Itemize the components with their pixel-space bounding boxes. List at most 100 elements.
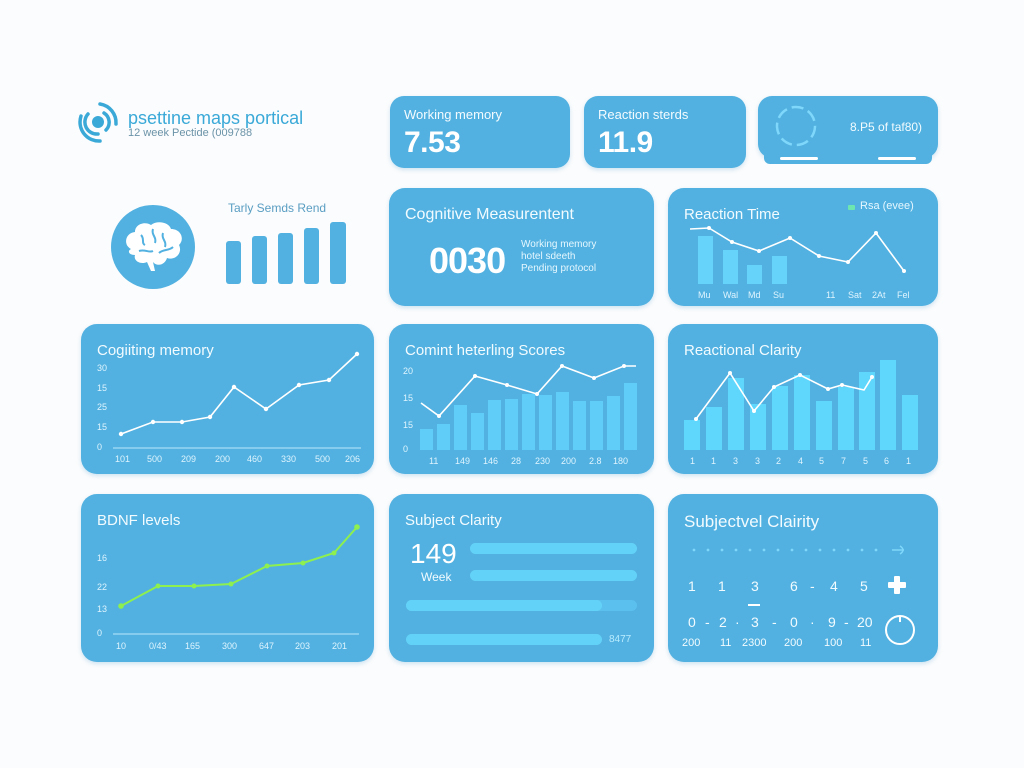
progress-label: 8.P5 of taf80) bbox=[850, 120, 923, 134]
svg-text:165: 165 bbox=[185, 641, 200, 651]
svg-text:16: 16 bbox=[97, 553, 107, 563]
stat-card-reaction[interactable]: Reaction sterds 11.9 bbox=[584, 96, 746, 168]
stat-value: 7.53 bbox=[404, 126, 461, 159]
svg-text:0/43: 0/43 bbox=[149, 641, 167, 651]
x-tick: 2At bbox=[872, 290, 886, 300]
x-tick: Su bbox=[773, 290, 784, 300]
circular-progress-icon bbox=[775, 105, 817, 147]
x-tick: Wal bbox=[723, 290, 738, 300]
svg-text:1: 1 bbox=[711, 456, 716, 466]
comint-scores-card[interactable]: Comint heterling Scores 20 15 15 0 11 bbox=[389, 324, 654, 474]
stat-card-working-memory[interactable]: Working memory 7.53 bbox=[390, 96, 570, 168]
bdnf-chart: 16 22 13 0 10 0/43 165 300 647 203 201 bbox=[97, 524, 360, 651]
svg-text:206: 206 bbox=[345, 454, 360, 464]
card-title: Reactional Clarity bbox=[684, 342, 802, 359]
brand-header: psettine maps portical 12 week Pectide (… bbox=[78, 98, 378, 148]
svg-text:30: 30 bbox=[97, 363, 107, 373]
app-subtitle: 12 week Pectide (009788 bbox=[128, 127, 253, 139]
svg-text:460: 460 bbox=[247, 454, 262, 464]
measurement-line: hotel sdeeth bbox=[521, 251, 576, 262]
plus-icon[interactable] bbox=[888, 576, 906, 594]
reactional-clarity-chart: 1 1 3 3 2 4 5 7 5 6 1 bbox=[684, 360, 918, 466]
svg-text:22: 22 bbox=[97, 582, 107, 592]
svg-text:180: 180 bbox=[613, 456, 628, 466]
trend-bar bbox=[278, 233, 293, 284]
svg-text:3: 3 bbox=[755, 456, 760, 466]
svg-text:146: 146 bbox=[483, 456, 498, 466]
progress-bar bbox=[470, 543, 637, 554]
progress-bar bbox=[406, 600, 602, 611]
bdnf-levels-card[interactable]: BDNF levels 16 22 13 0 10 0/43 165 300 6… bbox=[81, 494, 374, 662]
svg-text:0: 0 bbox=[97, 442, 102, 452]
brain-icon bbox=[126, 222, 182, 271]
card-base bbox=[764, 154, 932, 164]
card-title: BDNF levels bbox=[97, 512, 181, 529]
stat-value: 11.9 bbox=[598, 126, 653, 159]
subject-clarity-card[interactable]: Subject Clarity 149 Week 8477 bbox=[389, 494, 654, 662]
base-line-left bbox=[780, 157, 818, 160]
svg-text:6: 6 bbox=[884, 456, 889, 466]
dial-icon[interactable] bbox=[668, 494, 938, 662]
clarity-footer-value: 8477 bbox=[609, 634, 632, 645]
svg-text:15: 15 bbox=[403, 420, 413, 430]
svg-text:2: 2 bbox=[776, 456, 781, 466]
svg-text:149: 149 bbox=[455, 456, 470, 466]
svg-text:1: 1 bbox=[906, 456, 911, 466]
svg-text:25: 25 bbox=[97, 402, 107, 412]
svg-text:0: 0 bbox=[97, 628, 102, 638]
svg-text:28: 28 bbox=[511, 456, 521, 466]
svg-text:500: 500 bbox=[315, 454, 330, 464]
x-tick: Mu bbox=[698, 290, 711, 300]
card-title: Reaction Time bbox=[684, 206, 780, 223]
card-title: Subjectvel Clairity bbox=[684, 512, 820, 531]
subjective-clarity-card[interactable]: Subjectvel Clairity 1 1 3 6 - 4 5 0 - 2 … bbox=[668, 494, 938, 662]
svg-text:200: 200 bbox=[561, 456, 576, 466]
stat-label: Reaction sterds bbox=[598, 107, 689, 122]
cogiiting-memory-card[interactable]: Cogiiting memory 30 15 25 15 0 101 500 2… bbox=[81, 324, 374, 474]
svg-text:7: 7 bbox=[841, 456, 846, 466]
svg-text:300: 300 bbox=[222, 641, 237, 651]
trend-bar bbox=[304, 228, 319, 284]
selected-underline bbox=[748, 604, 760, 606]
svg-text:209: 209 bbox=[181, 454, 196, 464]
x-tick: Fel bbox=[897, 290, 910, 300]
svg-text:330: 330 bbox=[281, 454, 296, 464]
brain-badge bbox=[111, 205, 195, 289]
measurement-value: 0030 bbox=[429, 240, 506, 281]
svg-text:10: 10 bbox=[116, 641, 126, 651]
svg-text:0: 0 bbox=[403, 444, 408, 454]
card-title: Cognitive Measurentent bbox=[405, 206, 574, 223]
svg-text:13: 13 bbox=[97, 604, 107, 614]
arrow-right-icon[interactable] bbox=[668, 494, 938, 662]
svg-text:200: 200 bbox=[215, 454, 230, 464]
svg-text:20: 20 bbox=[403, 366, 413, 376]
reaction-time-card[interactable]: Reaction Time Rsa (evee) Mu Wal Md Su 11… bbox=[668, 188, 938, 306]
clarity-unit: Week bbox=[421, 570, 452, 584]
dotted-timeline bbox=[692, 548, 878, 552]
x-tick: 11 bbox=[826, 290, 835, 300]
legend-swatch bbox=[848, 205, 855, 210]
svg-text:15: 15 bbox=[97, 422, 107, 432]
progress-bar bbox=[470, 570, 637, 581]
svg-text:3: 3 bbox=[733, 456, 738, 466]
trend-title: Tarly Semds Rend bbox=[228, 201, 327, 215]
svg-text:2.8: 2.8 bbox=[589, 456, 602, 466]
cognitive-measurement-card[interactable]: Cognitive Measurentent 0030 Working memo… bbox=[389, 188, 654, 306]
svg-text:647: 647 bbox=[259, 641, 274, 651]
reactional-clarity-card[interactable]: Reactional Clarity 1 1 3 3 2 4 5 7 5 bbox=[668, 324, 938, 474]
cogiiting-memory-chart: 30 15 25 15 0 101 500 209 200 460 330 50… bbox=[97, 351, 361, 464]
measurement-line: Working memory bbox=[521, 239, 597, 250]
clarity-value: 149 bbox=[410, 538, 457, 569]
measurement-line: Pending protocol bbox=[521, 263, 597, 274]
stat-label: Working memory bbox=[404, 107, 503, 122]
progress-bar bbox=[406, 634, 602, 645]
svg-text:101: 101 bbox=[115, 454, 130, 464]
legend-label: Rsa (evee) bbox=[860, 200, 914, 212]
stat-card-progress[interactable]: 8.P5 of taf80) bbox=[758, 96, 938, 164]
svg-text:5: 5 bbox=[863, 456, 868, 466]
x-tick: Sat bbox=[848, 290, 862, 300]
base-line-right bbox=[878, 157, 916, 160]
card-title: Subject Clarity bbox=[405, 512, 502, 529]
trend-bar bbox=[226, 241, 241, 284]
reaction-time-chart: Mu Wal Md Su 11 Sat 2At Fel bbox=[689, 226, 910, 300]
